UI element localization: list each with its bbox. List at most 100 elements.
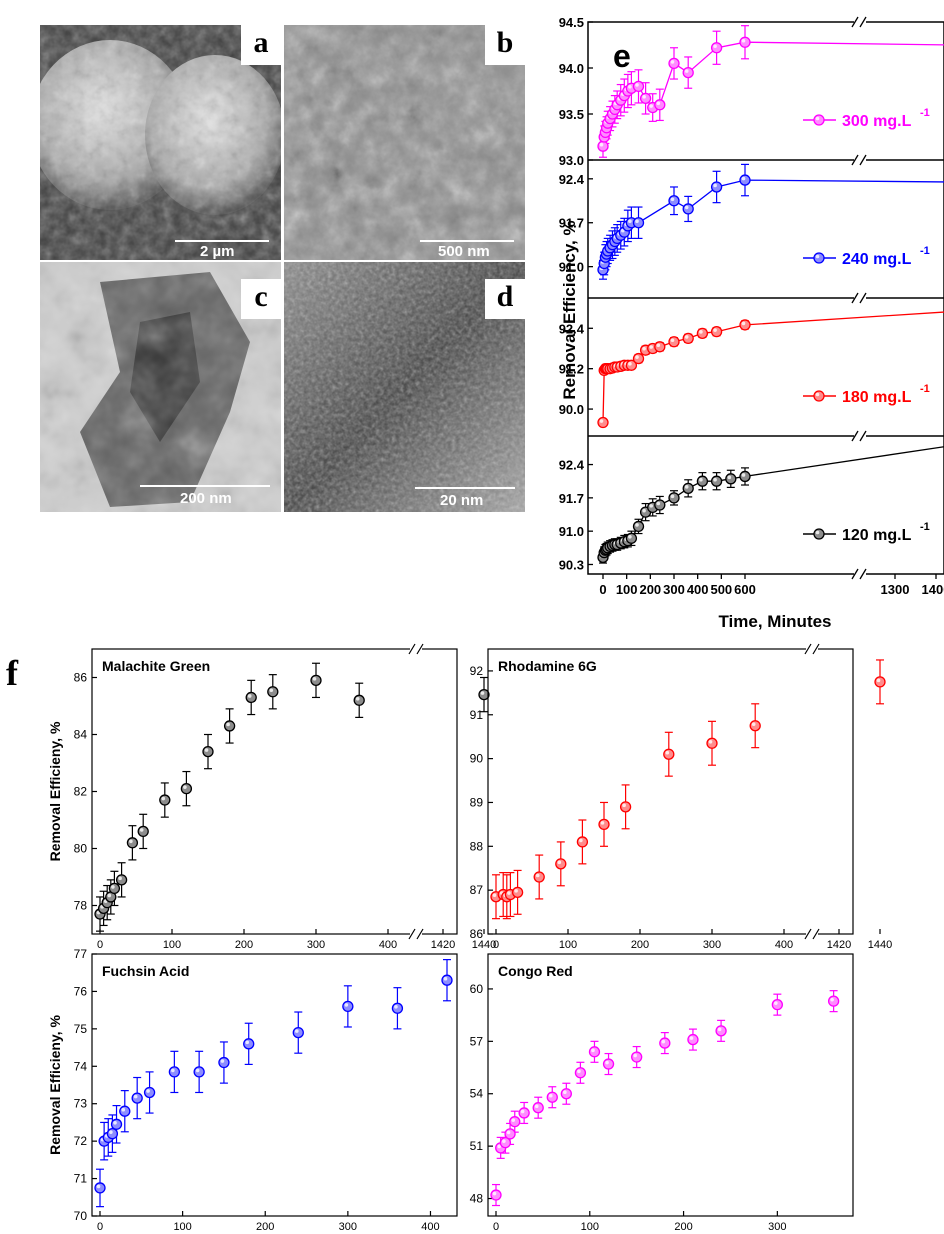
micrograph-a — [40, 25, 281, 260]
data-point-shine — [642, 95, 646, 99]
axis-break-mark — [804, 643, 812, 655]
data-point-shine — [635, 355, 639, 359]
data-point-shine — [670, 197, 675, 202]
data-point-shine — [269, 688, 274, 693]
panel-f-2-frame — [487, 648, 854, 935]
data-point — [663, 748, 675, 760]
panel-e-ytick-label: 93.0 — [559, 153, 584, 168]
legend-marker — [813, 114, 825, 126]
scale-bar-b — [420, 240, 514, 242]
data-point — [739, 174, 751, 186]
data-point — [668, 57, 680, 70]
axis-break-mark — [859, 292, 867, 304]
data-point — [588, 1046, 601, 1058]
data-point — [739, 470, 751, 483]
data-point-shine — [600, 821, 605, 825]
data-point-shine — [480, 691, 485, 695]
data-point-shine — [161, 796, 166, 801]
data-point-shine — [649, 345, 653, 349]
data-point-shine — [713, 44, 717, 49]
data-point-shine — [684, 485, 689, 489]
axis-break-mark — [408, 643, 416, 655]
panel-e-xtick-label: 600 — [734, 582, 756, 597]
data-point — [94, 1182, 106, 1194]
data-point-shine — [129, 839, 133, 844]
axis-break-mark — [408, 928, 416, 940]
xtick-label: 1440 — [868, 939, 892, 951]
axis-break-gap — [854, 295, 866, 301]
data-point — [631, 1051, 643, 1063]
data-point — [267, 686, 279, 698]
xtick-label: 200 — [235, 939, 253, 951]
axis-break-mark — [851, 154, 859, 166]
panel-e-ytick-label: 90.3 — [559, 557, 584, 572]
data-point — [668, 195, 680, 207]
xtick-label: 300 — [339, 1221, 357, 1233]
sem-image-a — [40, 25, 281, 260]
panel-e-ytick-label: 92.4 — [559, 172, 585, 187]
data-point — [710, 326, 723, 338]
data-point — [687, 1033, 699, 1046]
data-point — [602, 1058, 615, 1070]
data-point — [106, 1128, 119, 1140]
data-point — [771, 999, 784, 1011]
data-point-shine — [741, 321, 746, 326]
data-point — [682, 332, 694, 345]
xtick-label: 100 — [173, 1221, 191, 1233]
panel-f-1-title: Malachite Green — [102, 658, 210, 674]
xtick-label: 0 — [97, 1221, 103, 1233]
panel-label-a: a — [241, 25, 281, 65]
data-point — [555, 858, 567, 870]
legend-superscript: -1 — [920, 383, 930, 395]
hrtem-image-d — [284, 262, 525, 512]
data-point-shine — [713, 328, 717, 332]
panel-f-letter: f — [6, 653, 18, 693]
panel-e-xtick-label: 200 — [639, 582, 661, 597]
data-point-shine — [133, 1094, 138, 1099]
data-point — [441, 974, 453, 986]
data-point — [639, 92, 652, 105]
panel-e-ytick-label: 90.0 — [559, 402, 584, 417]
data-point — [546, 1091, 558, 1103]
data-point-shine — [649, 104, 653, 108]
data-point-shine — [109, 1130, 113, 1134]
panel-e-xtick-label: 1400 — [922, 582, 944, 597]
data-point — [353, 694, 365, 706]
data-point-shine — [713, 183, 717, 188]
data-point — [654, 499, 666, 511]
ytick-label: 73 — [74, 1097, 88, 1111]
scale-label-d: 20 nm — [440, 492, 484, 509]
data-point-shine — [113, 1121, 117, 1125]
data-point-shine — [635, 523, 639, 527]
data-point — [725, 473, 737, 485]
panel-f-3-frame — [91, 953, 458, 1217]
legend-label: 180 mg.L — [842, 389, 912, 406]
data-point-shine — [741, 38, 746, 43]
axis-break-mark — [859, 154, 867, 166]
data-point — [710, 181, 723, 193]
data-point-shine — [699, 477, 703, 482]
data-point — [310, 674, 322, 686]
ytick-label: 87 — [470, 883, 484, 897]
data-point-shine — [492, 893, 497, 898]
data-point-shine — [506, 1130, 511, 1135]
xtick-label: 100 — [163, 939, 181, 951]
xtick-label: 100 — [559, 939, 577, 951]
legend-marker-shine — [815, 530, 820, 535]
data-point — [576, 836, 589, 848]
panel-label-d: d — [485, 279, 525, 319]
panel-e-ytick-label: 92.4 — [559, 321, 585, 336]
data-point-shine — [665, 750, 670, 755]
panel-e-xtick-label: 300 — [663, 582, 685, 597]
data-point-shine — [684, 205, 689, 210]
data-point-shine — [247, 694, 252, 698]
panel-f-4-title: Congo Red — [498, 963, 573, 979]
legend-label: 300 mg.L — [842, 113, 912, 130]
data-point-shine — [656, 343, 661, 348]
data-point-shine — [656, 501, 661, 506]
data-point — [654, 99, 666, 111]
panel-label-c: c — [241, 279, 281, 319]
data-point — [668, 492, 680, 504]
legend-superscript: -1 — [920, 245, 930, 257]
